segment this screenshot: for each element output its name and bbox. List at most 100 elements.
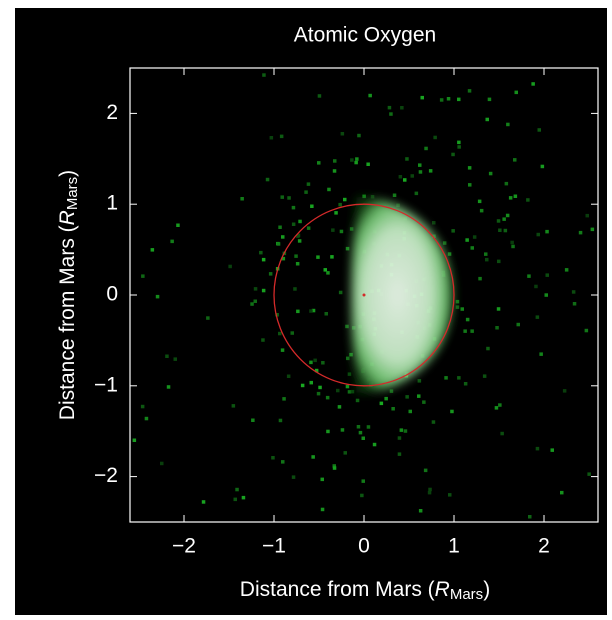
- speckle: [400, 106, 404, 110]
- speckle: [409, 410, 413, 414]
- speckle: [310, 381, 314, 385]
- speckle: [415, 192, 419, 196]
- speckle: [432, 221, 436, 225]
- speckle: [357, 134, 361, 138]
- speckle: [486, 118, 490, 122]
- speckle: [497, 219, 501, 223]
- speckle: [403, 178, 407, 182]
- speckle: [281, 195, 285, 199]
- speckle: [456, 305, 460, 309]
- speckle: [250, 302, 254, 306]
- speckle: [443, 241, 447, 245]
- speckle: [461, 307, 465, 311]
- speckle: [326, 396, 330, 400]
- speckle: [334, 211, 338, 215]
- speckle: [497, 307, 501, 311]
- speckle: [262, 258, 266, 262]
- speckle: [357, 425, 361, 429]
- speckle: [572, 290, 576, 294]
- speckle: [366, 163, 370, 167]
- speckle: [541, 165, 545, 169]
- speckle: [336, 389, 340, 393]
- speckle: [282, 397, 286, 401]
- speckle: [327, 188, 331, 192]
- speckle: [398, 452, 402, 456]
- speckle: [506, 123, 510, 127]
- speckle: [367, 425, 371, 429]
- speckle: [390, 389, 394, 393]
- speckle: [167, 385, 171, 389]
- speckle: [398, 436, 402, 440]
- speckle: [292, 223, 296, 227]
- speckle: [309, 361, 313, 365]
- speckle: [417, 394, 421, 398]
- speckle: [393, 194, 397, 198]
- speckle: [346, 357, 350, 361]
- speckle: [538, 128, 542, 132]
- speckle: [345, 325, 349, 329]
- speckle: [471, 246, 475, 250]
- speckle: [333, 169, 337, 173]
- speckle: [333, 159, 337, 163]
- speckle: [292, 475, 296, 479]
- speckle: [311, 455, 315, 459]
- speckle: [228, 265, 232, 269]
- speckle: [349, 353, 353, 357]
- speckle: [388, 106, 392, 110]
- speckle: [565, 268, 569, 272]
- speckle: [234, 498, 238, 502]
- speckle: [451, 153, 455, 157]
- x-tick-label: −1: [262, 535, 286, 558]
- speckle: [351, 390, 355, 394]
- x-tick-label: −2: [172, 535, 196, 558]
- speckle: [277, 242, 281, 246]
- speckle: [457, 141, 461, 145]
- speckle: [466, 318, 470, 322]
- speckle: [419, 509, 423, 513]
- speckle: [498, 403, 502, 407]
- speckle: [424, 469, 428, 473]
- speckle: [281, 348, 285, 352]
- speckle: [451, 229, 455, 233]
- speckle: [537, 233, 541, 237]
- speckle: [573, 302, 577, 306]
- speckle: [176, 224, 180, 228]
- speckle: [291, 331, 295, 335]
- speckle: [317, 161, 321, 165]
- axis-label-part: ): [56, 170, 79, 177]
- speckle: [281, 460, 285, 464]
- speckle: [141, 274, 145, 278]
- speckle: [371, 195, 375, 199]
- speckle: [485, 258, 489, 262]
- speckle: [307, 226, 311, 230]
- speckle: [489, 172, 493, 176]
- speckle: [235, 488, 239, 492]
- chart: Atomic Oxygen Distance from Mars (RMars)…: [0, 0, 612, 620]
- speckle: [341, 132, 345, 136]
- speckle: [515, 91, 519, 95]
- speckle: [448, 252, 452, 256]
- speckle: [325, 312, 329, 316]
- speckle: [422, 400, 426, 404]
- speckle: [318, 94, 322, 98]
- speckle: [254, 287, 257, 291]
- speckle: [331, 228, 335, 232]
- speckle: [444, 376, 448, 380]
- speckle: [500, 432, 504, 436]
- speckle: [309, 309, 313, 313]
- speckle: [321, 508, 325, 512]
- speckle: [156, 295, 160, 299]
- speckle: [465, 238, 469, 242]
- speckle: [468, 89, 472, 93]
- speckle: [528, 515, 532, 519]
- speckle: [324, 268, 328, 272]
- speckle: [551, 448, 555, 452]
- axis-label-part: R: [56, 210, 79, 225]
- speckle: [362, 437, 366, 441]
- y-tick-label: −1: [94, 373, 118, 396]
- speckle: [450, 410, 454, 414]
- speckle: [517, 323, 521, 327]
- speckle: [429, 169, 433, 173]
- speckle: [468, 166, 472, 170]
- speckle: [428, 488, 432, 492]
